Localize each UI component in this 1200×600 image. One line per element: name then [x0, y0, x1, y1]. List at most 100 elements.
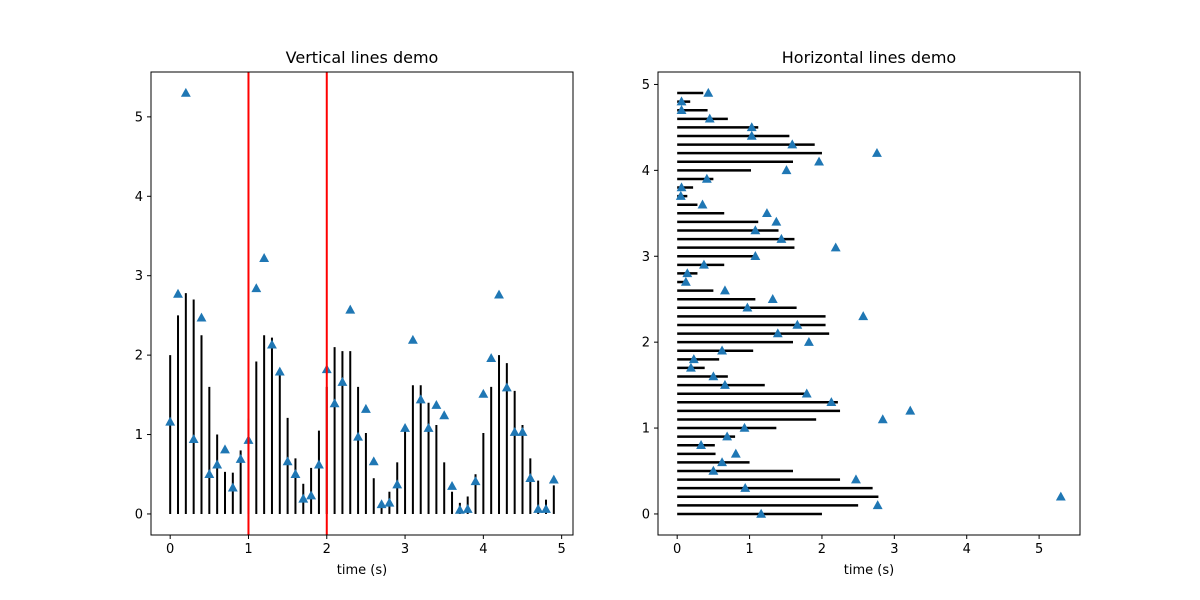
triangle-marker — [548, 474, 559, 484]
triangle-marker — [360, 403, 371, 413]
horizontal-y-tick-label: 3 — [642, 250, 650, 265]
triangle-marker — [720, 285, 730, 295]
vertical-y-tick-label: 4 — [135, 190, 143, 205]
triangle-marker — [517, 426, 528, 436]
horizontal-x-tick-label: 0 — [673, 542, 681, 557]
triangle-marker — [720, 379, 730, 389]
triangle-marker — [439, 410, 450, 420]
triangle-marker — [826, 397, 837, 407]
triangle-marker — [742, 302, 753, 312]
triangle-marker — [740, 482, 751, 492]
vertical-x-tick-label: 4 — [479, 542, 487, 557]
triangle-marker — [703, 87, 714, 97]
triangle-marker — [384, 497, 395, 507]
horizontal-x-tick-label: 1 — [745, 542, 753, 557]
triangle-marker — [680, 276, 691, 286]
triangle-marker — [750, 225, 761, 235]
triangle-marker — [494, 289, 504, 299]
triangle-marker — [756, 508, 767, 518]
triangle-marker — [306, 490, 317, 500]
triangle-marker — [400, 422, 411, 432]
triangle-marker — [180, 87, 191, 97]
triangle-marker — [227, 482, 238, 492]
vertical-y-tick-label: 1 — [135, 428, 143, 443]
triangle-marker — [830, 242, 841, 252]
triangle-marker — [803, 336, 814, 346]
horizontal-y-tick-label: 2 — [642, 336, 650, 351]
vertical-y-tick-label: 0 — [135, 507, 143, 522]
triangle-marker — [486, 353, 497, 363]
triangle-marker — [704, 113, 715, 123]
triangle-marker — [329, 398, 340, 408]
triangle-marker — [345, 304, 356, 314]
triangle-marker — [877, 414, 888, 424]
triangle-marker — [801, 388, 812, 398]
triangle-marker — [267, 339, 277, 349]
triangle-marker — [509, 426, 520, 436]
vertical-lines-xlabel: time (s) — [337, 563, 387, 578]
triangle-marker — [676, 105, 687, 114]
triangle-marker — [196, 312, 207, 322]
triangle-marker — [771, 216, 782, 226]
triangle-marker — [699, 259, 709, 269]
triangle-marker — [282, 456, 293, 466]
triangle-marker — [701, 173, 712, 183]
triangle-marker — [858, 311, 869, 321]
horizontal-y-tick-label: 5 — [642, 78, 650, 93]
triangle-marker — [478, 388, 489, 398]
vertical-y-tick-label: 2 — [135, 349, 143, 364]
triangle-marker — [787, 139, 798, 149]
triangle-marker — [708, 371, 719, 381]
triangle-marker — [290, 469, 301, 478]
horizontal-lines-axes-frame — [657, 71, 1081, 536]
horizontal-lines-subplot: 0 1 2 3 4 5 0 1 2 3 4 5 Horizontal lines demo time … — [642, 48, 1081, 578]
triangle-marker — [697, 199, 708, 209]
vertical-lines-ticks: 0 1 2 3 4 5 0 1 2 3 4 5 — [135, 110, 566, 557]
triangle-marker — [235, 453, 246, 463]
horizontal-x-tick-label: 2 — [818, 542, 826, 557]
triangle-marker — [717, 457, 728, 467]
triangle-marker — [792, 319, 803, 329]
triangle-marker — [781, 165, 792, 175]
vertical-x-tick-label: 2 — [323, 542, 331, 557]
triangle-marker — [251, 283, 262, 293]
triangle-marker — [676, 182, 687, 192]
triangle-marker — [337, 376, 348, 386]
vertical-lines-axes-frame — [150, 71, 574, 536]
triangle-marker — [165, 416, 176, 426]
triangle-marker — [746, 122, 757, 132]
triangle-marker — [423, 422, 434, 432]
triangle-marker — [872, 147, 882, 157]
triangle-marker — [746, 130, 757, 140]
triangle-marker — [212, 459, 223, 469]
horizontal-lines-ticks: 0 1 2 3 4 5 0 1 2 3 4 5 — [642, 78, 1044, 557]
triangle-marker — [685, 362, 696, 372]
triangle-marker — [501, 382, 512, 392]
triangle-marker — [676, 96, 687, 106]
triangle-marker — [470, 476, 481, 486]
triangle-marker — [376, 499, 387, 509]
triangle-marker — [447, 480, 457, 490]
horizontal-y-tick-label: 0 — [642, 507, 650, 522]
triangle-marker — [220, 444, 230, 454]
triangle-marker — [541, 503, 551, 513]
triangle-marker — [905, 405, 916, 415]
triangle-marker — [688, 354, 699, 364]
triangle-marker — [739, 422, 750, 432]
vertical-lines-title: Vertical lines demo — [286, 48, 439, 67]
triangle-marker — [776, 233, 787, 243]
horizontal-y-tick-label: 1 — [642, 422, 650, 437]
triangle-marker — [259, 253, 270, 262]
horizontal-x-tick-label: 3 — [890, 542, 898, 557]
triangle-marker — [188, 434, 199, 444]
triangle-marker — [722, 431, 733, 441]
triangle-marker — [353, 431, 364, 441]
horizontal-x-tick-label: 4 — [963, 542, 971, 557]
triangle-marker — [696, 440, 707, 449]
vertical-x-tick-label: 3 — [401, 542, 409, 557]
triangle-marker — [462, 503, 473, 513]
triangle-marker — [717, 345, 728, 355]
triangle-marker — [872, 500, 883, 510]
